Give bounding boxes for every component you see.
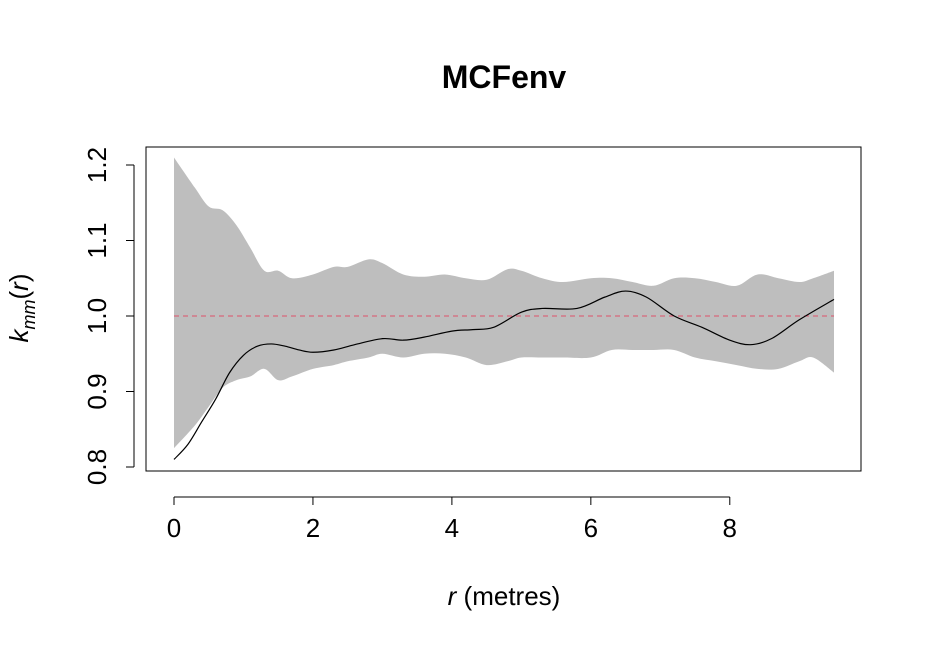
x-tick-label-3: 6	[584, 513, 598, 543]
envelope-band	[174, 157, 834, 449]
y-axis-label-main: k	[4, 328, 34, 343]
y-axis-label: kmm(r)	[4, 273, 39, 342]
y-axis-label-arg: r	[4, 281, 34, 291]
y-axis-label-open: (	[4, 291, 34, 300]
y-tick-label-3: 1.1	[82, 222, 112, 258]
y-axis-label-sub: mm	[19, 300, 39, 330]
series-line-0	[173, 290, 835, 460]
x-axis-label: r (metres)	[448, 581, 561, 611]
x-axis-label-var: r	[448, 581, 458, 611]
series-layer	[173, 290, 835, 460]
y-tick-label-4: 1.2	[82, 147, 112, 183]
y-tick-label-2: 1.0	[82, 298, 112, 334]
x-tick-label-1: 2	[306, 513, 320, 543]
plot-border	[145, 146, 862, 472]
envelope-layer	[174, 157, 834, 449]
y-axis: 0.8 0.9 1.0 1.1 1.2	[82, 147, 135, 485]
y-tick-label-1: 0.9	[82, 373, 112, 409]
y-axis-label-close: )	[4, 273, 34, 282]
x-tick-label-0: 0	[167, 513, 181, 543]
x-tick-label-4: 8	[723, 513, 737, 543]
x-axis-label-unit: (metres)	[456, 581, 560, 611]
x-tick-label-2: 4	[445, 513, 459, 543]
chart-title: MCFenv	[442, 59, 567, 95]
y-tick-label-0: 0.8	[82, 449, 112, 485]
x-axis: 0 2 4 6 8	[167, 496, 737, 543]
